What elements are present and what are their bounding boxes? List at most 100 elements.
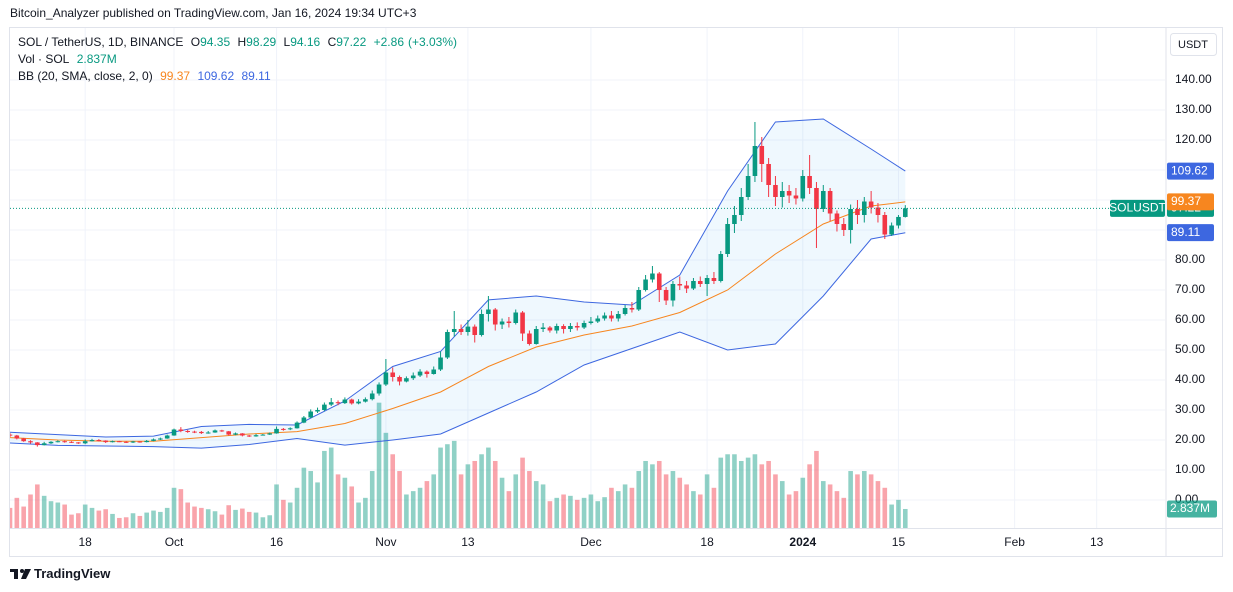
- volume-bar: [281, 499, 286, 528]
- volume-bar: [615, 491, 621, 528]
- candle-body: [834, 213, 840, 224]
- candle-body: [21, 438, 26, 442]
- candle-body: [841, 223, 847, 230]
- x-tick-label: 2024: [789, 535, 816, 549]
- volume-bar: [376, 402, 382, 528]
- bb-basis: [10, 201, 906, 442]
- volume-bar: [779, 481, 785, 528]
- candle-body: [48, 441, 54, 444]
- y-tick-label: 120.00: [1175, 132, 1212, 146]
- volume-bar: [335, 474, 341, 528]
- bb-upper-tag: [1167, 162, 1214, 180]
- candle-body: [506, 321, 512, 324]
- candle-body: [369, 393, 375, 400]
- volume-bar: [451, 440, 457, 528]
- legend-volume: Vol · SOL 2.837M: [18, 51, 121, 67]
- volume-bar: [431, 474, 437, 528]
- volume-bar: [718, 457, 724, 528]
- candle-body: [882, 214, 888, 235]
- volume-bar: [691, 491, 696, 528]
- volume-bar: [410, 491, 416, 528]
- candle-body: [205, 432, 211, 434]
- ohlc-value: 94.35: [200, 35, 231, 49]
- candle-body: [861, 201, 867, 215]
- volume-bar: [438, 447, 443, 528]
- candle-body: [287, 428, 293, 430]
- volume-bar: [260, 517, 266, 528]
- candle-body: [356, 401, 361, 404]
- candle-body: [41, 443, 47, 446]
- candle-body: [253, 435, 259, 437]
- candle-body: [315, 410, 320, 412]
- volume-bar: [41, 495, 47, 528]
- volume-bar: [322, 450, 327, 528]
- volume-bar: [10, 507, 13, 528]
- bb-name[interactable]: BB (20, SMA, close, 2, 0): [18, 69, 153, 83]
- volume-bar: [369, 471, 375, 528]
- candle-body: [281, 428, 286, 430]
- volume-bar: [643, 460, 648, 528]
- y-tick-label: 40.00: [1175, 372, 1205, 386]
- candle-body: [527, 333, 532, 345]
- symbol[interactable]: SOL / TetherUS, 1D, BINANCE: [18, 35, 184, 49]
- candle-body: [636, 290, 642, 310]
- candle-body: [192, 431, 197, 433]
- candle-body: [349, 399, 355, 404]
- volume-bar: [547, 501, 553, 528]
- y-tick-label: 10.00: [1175, 462, 1205, 476]
- candle-body: [383, 372, 389, 385]
- volume-bar: [390, 454, 396, 528]
- plot-area: [10, 118, 1165, 528]
- candle-body: [89, 440, 95, 442]
- x-tick-label: 13: [1090, 535, 1104, 549]
- y-tick-label: 60.00: [1175, 312, 1205, 326]
- candle-body: [431, 369, 437, 375]
- y-tick-label: 80.00: [1175, 252, 1205, 266]
- volume-bar: [356, 502, 361, 528]
- bb-lower-value: 89.11: [241, 69, 271, 83]
- volume-bar: [212, 511, 218, 528]
- volume-bar: [800, 477, 806, 528]
- volume-bar: [397, 471, 402, 528]
- publish-note: Bitcoin_Analyzer published on TradingVie…: [10, 6, 417, 20]
- candle-body: [540, 327, 546, 330]
- volume-bar: [130, 513, 136, 528]
- volume-bar: [773, 474, 778, 528]
- volume-bar: [486, 447, 491, 528]
- candle-body: [697, 281, 703, 285]
- volume-bar: [55, 502, 61, 528]
- candle-body: [10, 434, 13, 436]
- candle-body: [479, 314, 484, 336]
- volume-bar: [199, 507, 204, 528]
- bb-lower-tag: [1167, 224, 1214, 242]
- candle-body: [602, 315, 607, 319]
- candle-body: [827, 190, 833, 214]
- candle-body: [684, 285, 689, 289]
- volume-tag: [1167, 500, 1217, 518]
- candle-body: [14, 435, 20, 439]
- candle-body: [561, 326, 566, 330]
- ticker-tag: [1110, 199, 1165, 217]
- volume-bar: [834, 491, 840, 528]
- volume-bar: [226, 505, 231, 528]
- volume-bar: [479, 454, 484, 528]
- volume-bar: [622, 484, 628, 528]
- volume-name[interactable]: Vol · SOL: [18, 52, 70, 66]
- volume-bar: [171, 487, 177, 528]
- candle-body: [738, 196, 744, 215]
- candle-body: [28, 441, 33, 443]
- candle-body: [725, 223, 730, 254]
- currency-box[interactable]: [1170, 33, 1217, 56]
- x-tick-label: 18: [78, 535, 92, 549]
- candle-body: [103, 440, 108, 443]
- legend-symbol: SOL / TetherUS, 1D, BINANCE O94.35 H98.2…: [18, 34, 461, 50]
- candle-body: [76, 442, 81, 444]
- ohlc-label: O: [190, 35, 201, 49]
- candle-body: [581, 323, 587, 328]
- candle-body: [663, 290, 669, 301]
- candle-body: [445, 332, 450, 358]
- volume-bar: [759, 464, 765, 528]
- volume-bar: [96, 510, 102, 528]
- volume-bar: [137, 515, 143, 528]
- volume-bar: [814, 450, 819, 528]
